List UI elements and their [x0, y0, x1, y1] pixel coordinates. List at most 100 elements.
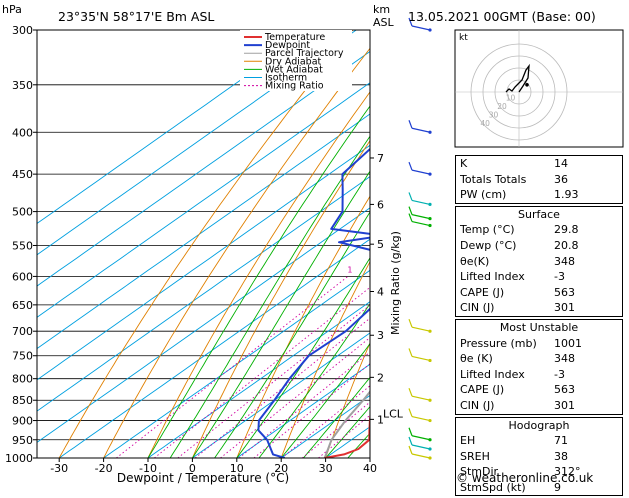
mixing-ratio-label: 3	[406, 265, 411, 274]
km-label: km	[373, 3, 390, 16]
wind-barb	[411, 214, 431, 220]
km-tick-label: 7	[377, 152, 384, 165]
legend-label: Wet Adiabat	[265, 64, 323, 75]
skewt-chart: 1 2 3 4 6 8 10 15 20 25 3003504004505005506006507…	[2, 3, 624, 485]
mixing-ratio-label: 1	[347, 265, 352, 274]
hodo-row: StmSpd (kt) 9	[460, 480, 561, 494]
pressure-tick-label: 300	[12, 24, 33, 37]
legend-label: Mixing Ratio	[265, 81, 324, 92]
wind-barb	[411, 326, 431, 332]
legend-label: Isotherm	[265, 73, 307, 84]
wind-barb-flag	[408, 161, 413, 171]
hodo-row: StmDir 312°	[460, 465, 581, 479]
isotherm-line	[37, 50, 370, 287]
isotherm-line	[192, 332, 370, 458]
hodograph-ring-label: 20	[497, 102, 507, 111]
hodo-row: SREH 38	[460, 449, 568, 463]
dry-adiabat-line	[147, 91, 370, 458]
km-tick-label: 5	[377, 238, 384, 251]
hodograph-ring-label: 10	[506, 94, 516, 103]
wind-barb-dot	[428, 456, 432, 460]
wind-barb-flag	[408, 206, 413, 215]
wind-barb-flag	[408, 213, 413, 222]
wind-barb-dot	[428, 172, 432, 176]
pressure-tick-label: 400	[12, 126, 33, 139]
wet-adiabat-line	[325, 405, 370, 458]
index-row-totals: Totals Totals 36	[460, 172, 568, 186]
dry-adiabat-line	[280, 260, 370, 458]
temp-tick-label: 40	[363, 462, 377, 475]
surface-row: CIN (J) 301	[460, 301, 575, 315]
wind-barb-dot	[428, 358, 432, 363]
isotherm-line	[37, 113, 370, 350]
wind-barb	[411, 435, 431, 441]
mixing-ratio-label: 6	[446, 265, 451, 274]
wind-barb-flag	[408, 17, 413, 27]
wind-barb-dot	[428, 398, 432, 402]
isotherm-line	[37, 144, 370, 381]
parcel-trajectory-line	[323, 390, 370, 458]
surface-block: Surface Temp (°C) 29.8 Dewp (°C) 20.8 θe(K…	[455, 205, 623, 317]
wind-barb	[411, 199, 431, 205]
wind-barb-flag	[408, 192, 413, 201]
hodograph-kt-label: kt	[459, 33, 468, 43]
mu-row: CAPE (J) 563	[460, 383, 575, 397]
isotherm-line	[147, 301, 370, 458]
location-title: 23°35'N 58°17'E Bm ASL	[58, 9, 214, 24]
wind-barb-dot	[428, 217, 432, 221]
mixing-ratio-axis-label: Mixing Ratio (g/kg)	[389, 231, 402, 335]
most-unstable-title: Most Unstable	[499, 320, 579, 334]
wind-barb	[411, 25, 431, 31]
isotherm-line	[37, 207, 370, 443]
mu-row: Lifted Index -3	[460, 367, 565, 381]
index-row-k: K 14	[460, 157, 568, 170]
surface-title: Surface	[518, 207, 560, 221]
hodograph-title: Hodograph	[508, 418, 570, 432]
profiles	[257, 147, 370, 458]
wind-barb-flag	[408, 427, 413, 436]
pressure-tick-label: 500	[12, 206, 33, 219]
mixing-ratio-line	[253, 363, 370, 458]
isotherm-line	[37, 30, 313, 225]
legend-label: Dry Adiabat	[265, 56, 322, 67]
wind-barb-flag	[408, 436, 413, 446]
wind-barb	[411, 444, 431, 450]
dry-adiabat-line	[58, 30, 354, 458]
wet-adiabat-line	[169, 135, 370, 458]
hodograph-block: Hodograph EH 71 SREH 38 StmDir 312° StmSpd …	[455, 416, 623, 497]
hodo-row: EH 71	[460, 434, 568, 448]
mu-row: θe (K) 348	[460, 352, 575, 366]
mixing-ratio-line	[238, 351, 370, 458]
temp-tick-label: -20	[95, 462, 113, 475]
pressure-tick-label: 700	[12, 325, 33, 338]
temp-tick-label: -30	[50, 462, 68, 475]
wind-barb-dot	[428, 418, 432, 423]
dewpoint-line	[257, 147, 370, 458]
surface-row: Temp (°C) 29.8	[460, 223, 579, 237]
mixing-ratio-label: 2	[383, 265, 388, 274]
hpa-label: hPa	[2, 3, 22, 16]
pressure-tick-label: 800	[12, 373, 33, 386]
wet-adiabat-line	[303, 376, 370, 458]
most-unstable-block: Most Unstable Pressure (mb) 1001 θe (K) 34…	[455, 318, 623, 415]
surface-row: θe(K) 348	[460, 254, 575, 268]
mu-row: Pressure (mb) 1001	[460, 336, 582, 350]
dry-adiabat-line	[103, 47, 370, 458]
km-tick-label: 2	[377, 371, 384, 384]
km-tick-label: 3	[377, 329, 384, 342]
plot-frame	[36, 29, 371, 459]
pressure-tick-label: 750	[12, 350, 33, 363]
hodograph-ring-label: 40	[480, 119, 490, 128]
isotherm-line	[280, 394, 370, 458]
wind-barb-dot	[428, 438, 432, 442]
legend-label: Parcel Trajectory	[265, 48, 344, 59]
wind-barbs	[408, 17, 432, 460]
dry-adiabat-line	[191, 139, 370, 458]
temp-tick-label: 20	[274, 462, 288, 475]
index-row-pw: PW (cm) 1.93	[460, 188, 579, 202]
wet-adiabat-line	[236, 257, 370, 458]
axes: 3003504004505005506006507007508008509009…	[5, 24, 404, 475]
isotherm-line	[37, 30, 357, 256]
